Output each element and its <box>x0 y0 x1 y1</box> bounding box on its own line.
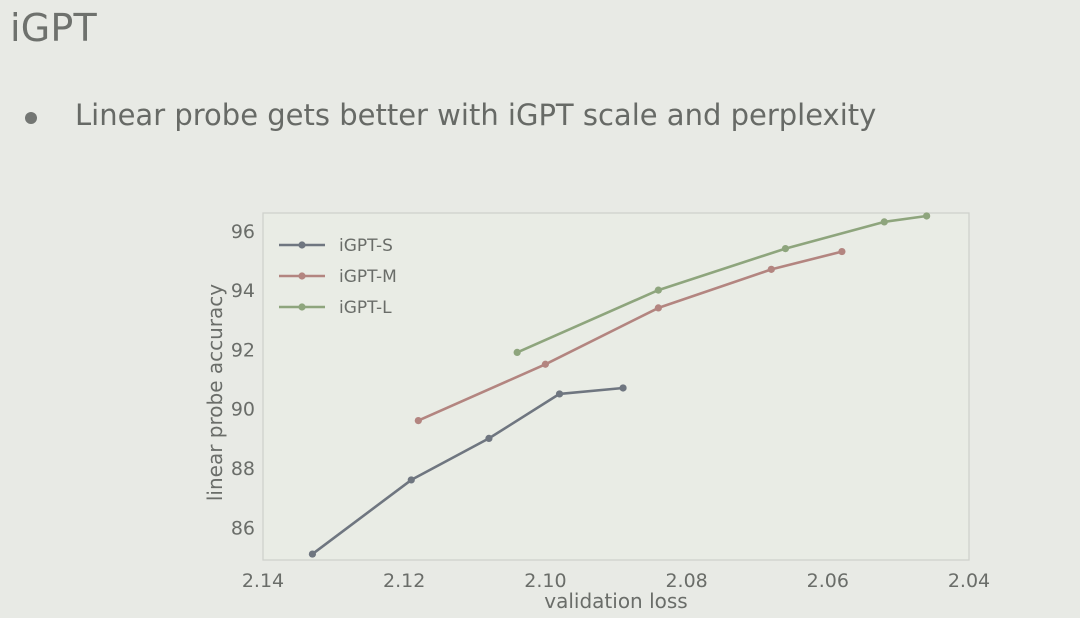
x-tick-label: 2.10 <box>524 570 566 592</box>
data-point-igpt-s <box>619 384 627 392</box>
data-point-igpt-s <box>485 434 493 443</box>
data-point-igpt-s <box>308 550 317 558</box>
data-point-igpt-s <box>555 390 564 398</box>
y-tick-label: 88 <box>231 458 255 480</box>
bullet-text: Linear probe gets better with iGPT scale… <box>75 98 877 132</box>
legend-marker-igpt-l <box>298 303 306 311</box>
data-point-igpt-l <box>654 286 662 294</box>
x-axis-label: validation loss <box>544 589 687 613</box>
legend-marker-igpt-s <box>298 241 306 249</box>
legend-label-igpt-s: iGPT-S <box>339 236 393 256</box>
y-tick-label: 92 <box>231 339 255 361</box>
data-point-igpt-l <box>513 348 521 356</box>
legend-marker-igpt-m <box>298 272 306 280</box>
data-point-igpt-m <box>541 360 550 368</box>
series-layer <box>308 212 931 558</box>
data-point-igpt-m <box>838 247 846 256</box>
data-point-igpt-s <box>407 476 415 484</box>
slide-title: iGPT <box>10 6 97 50</box>
x-tick-label: 2.06 <box>807 570 849 592</box>
data-point-igpt-m <box>767 265 775 273</box>
data-point-igpt-m <box>654 304 662 312</box>
legend: iGPT-S iGPT-M iGPT-L <box>279 236 397 318</box>
y-tick-label: 90 <box>231 399 255 421</box>
plot-frame <box>262 212 970 561</box>
data-point-igpt-l <box>923 212 931 220</box>
data-point-igpt-l <box>781 244 790 253</box>
x-tick-label: 2.12 <box>383 570 425 592</box>
y-axis-label: linear probe accuracy <box>203 284 227 501</box>
x-tick-label: 2.08 <box>665 570 707 592</box>
legend-label-igpt-l: iGPT-L <box>339 298 392 318</box>
legend-label-igpt-m: iGPT-M <box>339 267 397 287</box>
x-tick-label: 2.04 <box>948 570 990 592</box>
data-point-igpt-l <box>880 218 888 226</box>
y-tick-label: 86 <box>231 517 255 539</box>
y-tick-label: 96 <box>231 221 255 243</box>
x-tick-label: 2.14 <box>242 570 284 592</box>
axis-ticks: 2.14 2.12 2.10 2.08 2.06 2.04 86 88 90 92 94 96 <box>231 221 990 592</box>
data-point-igpt-m <box>414 417 422 425</box>
bullet-dot-icon <box>25 112 37 124</box>
y-tick-label: 94 <box>231 280 255 302</box>
